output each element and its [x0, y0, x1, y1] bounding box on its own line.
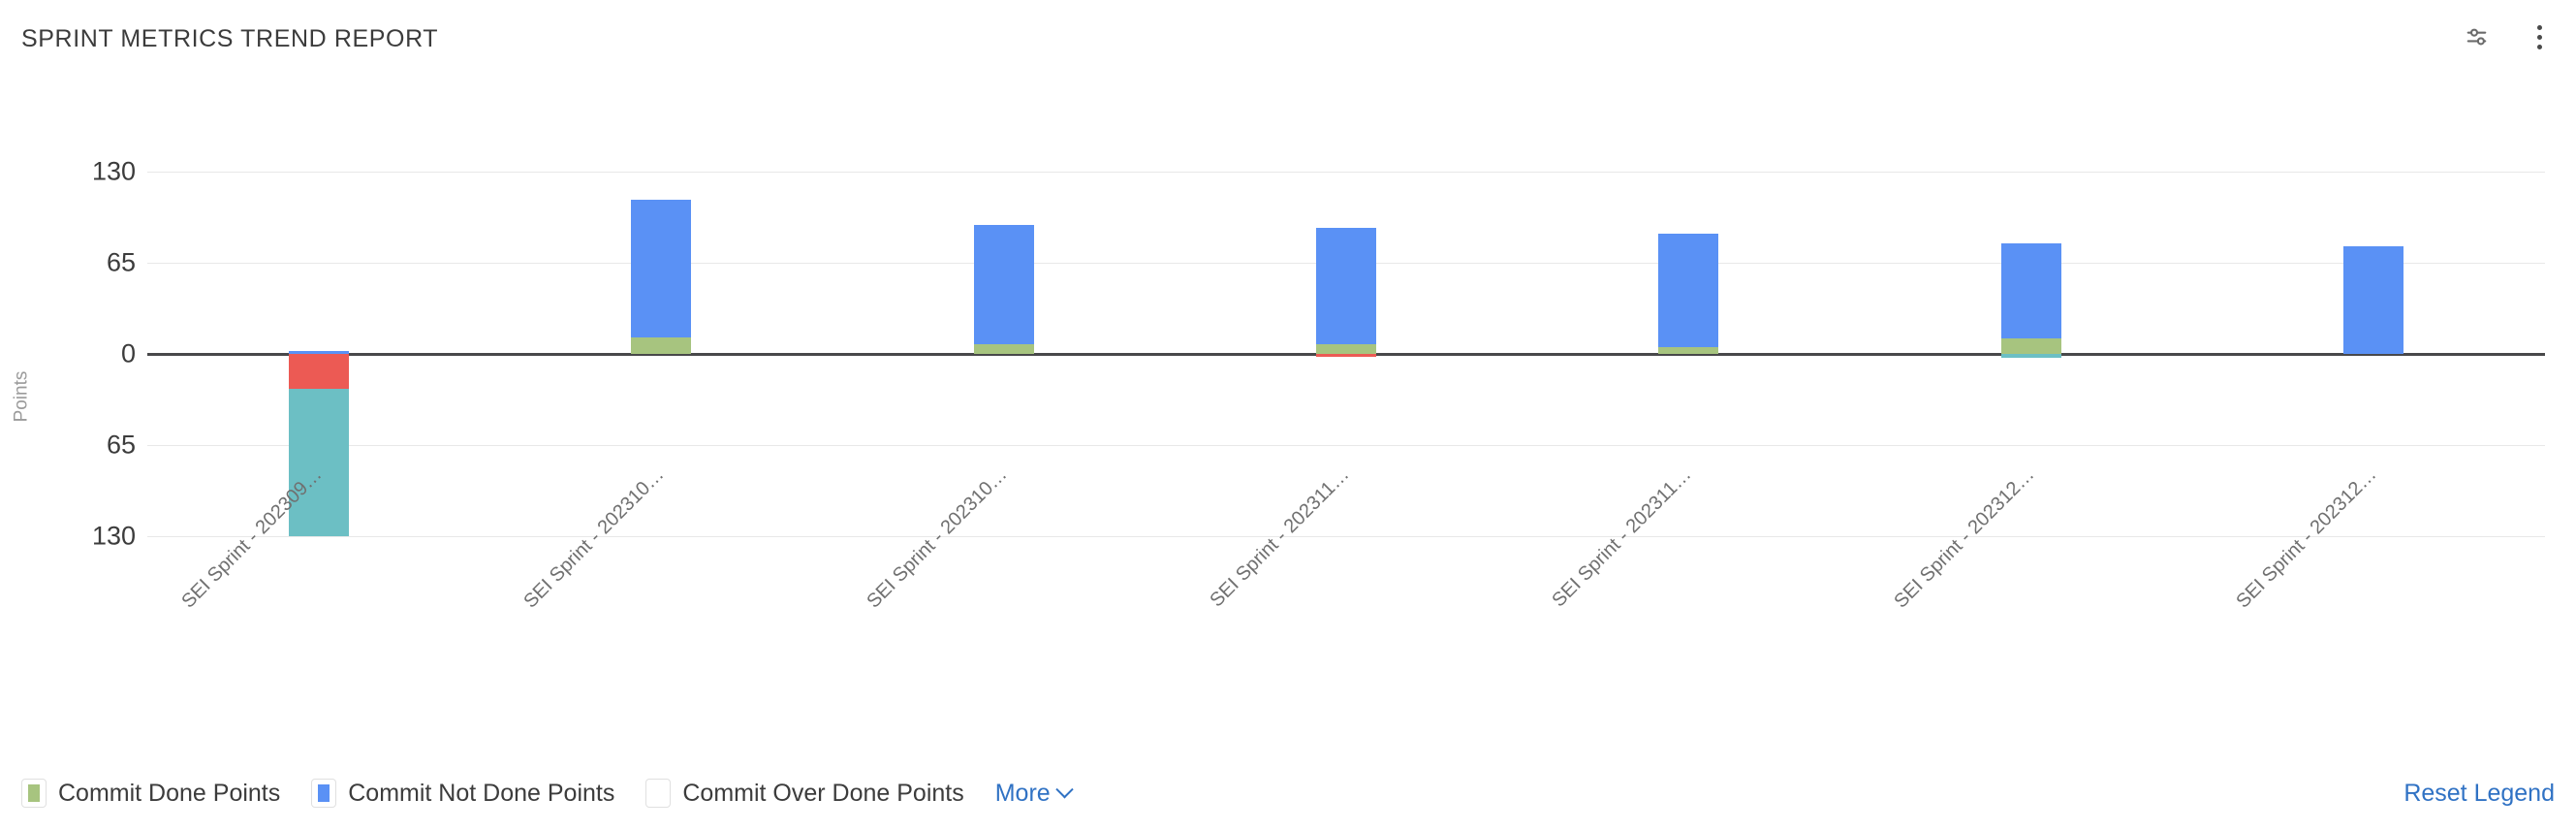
legend-item-label: Commit Not Done Points	[348, 779, 615, 807]
card-header: SPRINT METRICS TREND REPORT	[0, 0, 2576, 76]
stacked-bar[interactable]	[1658, 76, 1719, 756]
bar-segment[interactable]	[1315, 227, 1376, 344]
legend-item-label: Commit Done Points	[58, 779, 281, 807]
stacked-bar[interactable]	[973, 76, 1034, 756]
stacked-bar[interactable]	[2000, 76, 2061, 756]
bar-segment[interactable]	[631, 199, 692, 337]
bar-segment[interactable]	[288, 389, 349, 536]
legend-item[interactable]: Commit Done Points	[21, 775, 294, 812]
stacked-bar[interactable]	[631, 76, 692, 756]
bar-segment[interactable]	[1315, 343, 1376, 354]
bars-layer	[0, 76, 2576, 756]
bar-segment[interactable]	[631, 336, 692, 354]
legend-swatch	[645, 779, 672, 808]
bar-segment[interactable]	[973, 224, 1034, 344]
y-axis-tick-label: 130	[91, 156, 136, 186]
legend-item-label: Commit Over Done Points	[682, 779, 964, 807]
bar-group[interactable]	[2203, 76, 2545, 756]
legend-item[interactable]: Commit Over Done Points	[645, 775, 977, 812]
chart-plot-area: Points 130 65 0 65 130 SEI Sprint - 202309… S…	[0, 76, 2576, 756]
y-axis-tick-label: 0	[120, 338, 136, 368]
bar-segment[interactable]	[2000, 242, 2061, 339]
bar-segment[interactable]	[1658, 346, 1719, 354]
legend-items: Commit Done Points Commit Not Done Points…	[21, 775, 995, 812]
bar-segment[interactable]	[2000, 354, 2061, 359]
bar-segment[interactable]	[2000, 338, 2061, 354]
chart-legend: Commit Done Points Commit Not Done Points…	[0, 756, 2576, 830]
bar-group[interactable]	[489, 76, 832, 756]
bar-segment[interactable]	[1315, 354, 1376, 357]
gridline	[147, 536, 2545, 537]
bar-group[interactable]	[1860, 76, 2202, 756]
reset-legend-link[interactable]: Reset Legend	[2403, 779, 2555, 807]
sliders-icon[interactable]	[2460, 17, 2498, 56]
gridline	[147, 445, 2545, 446]
bar-segment[interactable]	[973, 343, 1034, 354]
bar-segment[interactable]	[1658, 233, 1719, 347]
y-axis-tick-label: 130	[91, 521, 136, 551]
bar-group[interactable]	[1518, 76, 1860, 756]
page-title: SPRINT METRICS TREND REPORT	[21, 25, 439, 52]
bar-segment[interactable]	[2343, 245, 2404, 354]
stacked-bar[interactable]	[2343, 76, 2404, 756]
legend-swatch	[21, 779, 47, 808]
stacked-bar[interactable]	[288, 76, 349, 756]
legend-more-button[interactable]: More	[994, 779, 1074, 808]
legend-item[interactable]: Commit Not Done Points	[311, 775, 628, 812]
header-actions	[2460, 17, 2559, 56]
bar-group[interactable]	[147, 76, 489, 756]
bar-segment[interactable]	[288, 354, 349, 390]
y-axis-tick-label: 65	[106, 430, 136, 460]
bar-group[interactable]	[832, 76, 1175, 756]
legend-swatch	[311, 779, 337, 808]
stacked-bar[interactable]	[1315, 76, 1376, 756]
bar-group[interactable]	[1175, 76, 1517, 756]
chevron-down-icon	[1055, 780, 1074, 798]
bar-segment[interactable]	[288, 351, 349, 354]
y-axis-tick-label: 65	[106, 247, 136, 277]
legend-more-label: More	[994, 779, 1051, 807]
gridline	[147, 172, 2545, 173]
kebab-menu-icon[interactable]	[2520, 17, 2559, 56]
